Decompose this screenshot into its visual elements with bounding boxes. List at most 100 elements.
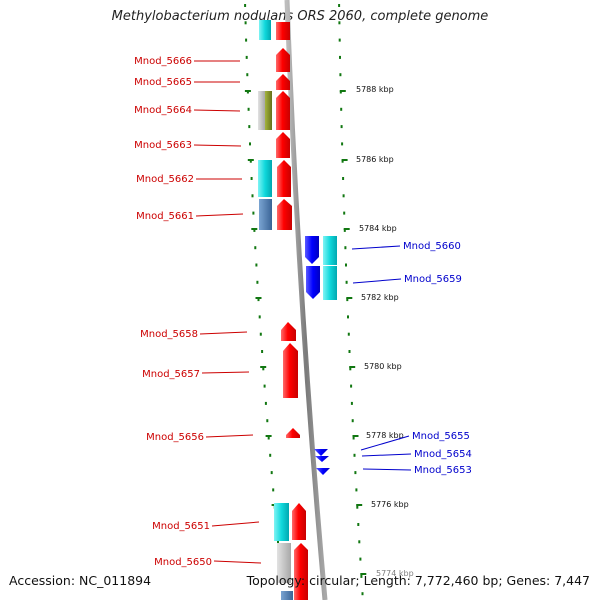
gene-label-mnod-5658: Mnod_5658 [140,329,198,340]
gene-mnod-5657-arrow [283,343,298,398]
gene-label-mnod-5664: Mnod_5664 [134,105,192,116]
gene-label-mnod-5662: Mnod_5662 [136,174,194,185]
ruler-dot [346,298,349,302]
feature-steelblue [281,591,293,600]
ruler-major-tick [341,159,348,161]
gene-mnod-5660-arrow [305,236,319,264]
ruler-dot [340,125,343,129]
gene-mnod-5658-arrow [281,322,296,341]
leader-line [193,144,242,147]
ruler-dot [246,73,249,77]
leader-line [360,435,410,451]
leader-line [352,278,402,284]
gene-mnod-5667-arrow [276,22,290,40]
ruler-dot [345,280,348,284]
ruler-major-tick [265,435,272,437]
leader-line [201,371,250,374]
ruler-dot [352,436,355,440]
scale-label: 5778 kbp [366,431,404,440]
gene-label-mnod-5661: Mnod_5661 [136,211,194,222]
feature-cyan [323,236,337,265]
ruler-dot [244,21,247,25]
ruler-dot [252,211,255,215]
gene-mnod-5651-arrow [292,503,306,540]
gene-label-mnod-5666: Mnod_5666 [134,56,192,67]
scale-label: 5780 kbp [364,362,402,371]
scale-label: 5784 kbp [359,224,397,233]
gene-label-mnod-5657: Mnod_5657 [142,369,200,380]
ruler-dot [342,177,345,180]
leader-line [361,453,412,457]
ruler-dot [338,4,341,7]
ruler-dot [270,471,273,475]
ruler-dot [356,505,359,509]
ruler-major-tick [255,297,262,299]
ruler-dot [245,38,248,42]
accession-text: Accession: NC_011894 [9,573,152,588]
ruler-major-tick [349,366,356,368]
scale-label: 5788 kbp [356,85,394,94]
ruler-dot [339,73,342,77]
gene-mnod-5662-arrow [277,160,291,197]
ruler-major-tick [251,228,258,230]
ruler-dot [339,55,341,59]
gene-label-mnod-5656: Mnod_5656 [146,432,204,443]
leader-line [362,468,412,471]
ruler-dot [250,177,253,180]
forward-strand-features [258,20,308,600]
ruler-dot [258,315,261,319]
reverse-strand-features [305,236,337,475]
ruler-major-tick [247,159,254,161]
ruler-dot [341,159,344,163]
gene-mnod-5653-arrow [316,468,330,475]
feature-olive [265,91,272,130]
feature-steelblue [259,199,272,230]
gene-label-mnod-5665: Mnod_5665 [134,77,192,88]
ruler-dot [272,488,275,492]
leader-line [205,434,254,438]
ruler-dot [342,194,345,198]
ruler-dot [345,263,347,267]
ruler-dot [249,142,251,146]
ruler-dot [269,453,272,457]
ruler-dot [357,523,360,526]
ruler-dot [354,471,357,475]
ruler-major-tick [346,297,353,299]
reverse-gene-labels: Mnod_5660 Mnod_5659 Mnod_5655 Mnod_5654 … [351,241,472,476]
scale-label: 5776 kbp [371,500,409,509]
ruler-dot [245,55,248,59]
leader-line [351,245,401,250]
forward-gene-labels: Mnod_5666 Mnod_5665 Mnod_5664 Mnod_5663 … [134,56,262,568]
ruler-dot [262,367,265,371]
gene-mnod-5666-arrow [276,48,290,72]
ruler-dot [361,592,364,596]
genome-title: Methylobacterium nodulans ORS 2060, comp… [111,9,489,24]
ruler-dot [358,540,361,544]
leader-line [199,331,248,335]
ruler-major-tick [360,573,367,575]
ruler-dot [351,419,354,423]
gene-label-mnod-5651: Mnod_5651 [152,521,210,532]
ruler-dot [267,436,270,440]
ruler-dot [263,384,266,388]
ruler-dot [347,315,349,319]
ruler-dot [338,21,341,25]
ruler-dot [277,540,279,544]
gene-mnod-5664-arrow [276,91,290,130]
ruler-dot [347,332,350,336]
ruler-dot [343,211,346,215]
scale-label: 5774 kbp [376,569,414,578]
ruler-major-tick [244,90,251,92]
feature-grey [258,91,265,130]
ruler-dot [266,419,269,423]
ruler-dot [349,367,352,371]
ruler-major-tick [260,366,267,368]
scale-label: 5786 kbp [356,155,394,164]
ruler-major-tick [352,435,359,437]
ruler-dot [348,350,351,353]
ruler-dot [350,384,353,388]
ruler-dot [350,401,353,405]
ruler-dot [244,4,247,7]
ruler-dot [255,263,258,267]
